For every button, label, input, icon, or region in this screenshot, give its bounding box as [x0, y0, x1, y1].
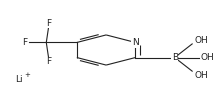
Text: +: +	[24, 72, 30, 78]
Text: F: F	[46, 57, 51, 66]
Text: F: F	[22, 38, 27, 47]
Text: OH: OH	[201, 53, 215, 62]
Text: OH: OH	[194, 70, 208, 80]
Text: OH: OH	[194, 36, 208, 44]
Text: F: F	[46, 18, 51, 28]
Text: N: N	[132, 38, 139, 47]
Text: B: B	[172, 53, 178, 62]
Text: Li: Li	[15, 75, 23, 84]
